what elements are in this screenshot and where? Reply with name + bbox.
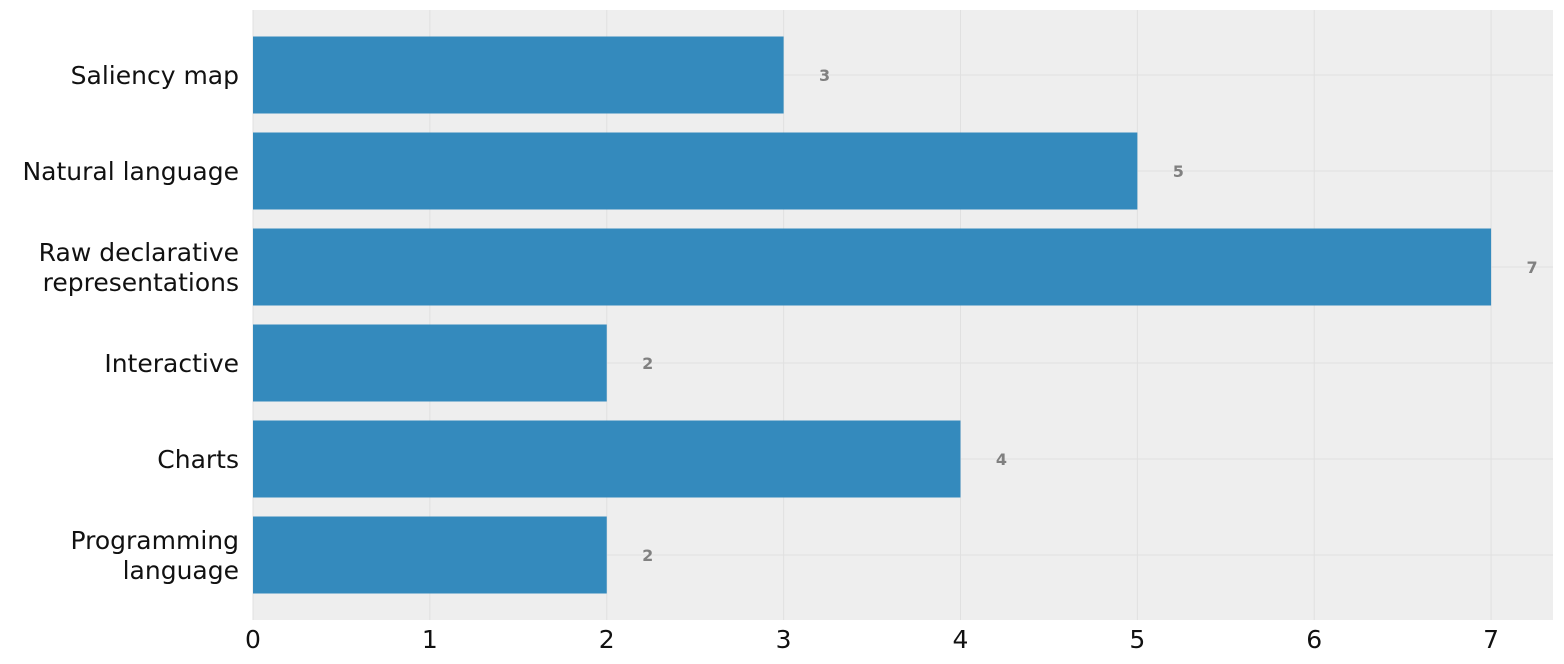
category-label-line: Raw declarative xyxy=(39,238,239,267)
category-label-line: Saliency map xyxy=(71,61,239,90)
category-label-line: language xyxy=(123,556,239,585)
bar xyxy=(253,420,961,498)
category-label-line: Charts xyxy=(157,445,239,474)
category-label-line: Programming xyxy=(71,526,240,555)
category-labels: Saliency map Natural language Raw declarat… xyxy=(22,61,239,585)
bars xyxy=(253,36,1492,594)
category-label: Saliency map xyxy=(71,61,239,90)
x-tick-label: 3 xyxy=(776,625,792,654)
category-label-line: Interactive xyxy=(104,349,239,378)
category-label-line: Natural language xyxy=(22,157,239,186)
category-label: Programming language xyxy=(71,526,240,585)
data-label: 7 xyxy=(1527,258,1538,277)
bar xyxy=(253,516,607,594)
bar xyxy=(253,132,1138,210)
bar xyxy=(253,36,784,114)
data-label: 2 xyxy=(642,546,653,565)
category-label-line: representations xyxy=(43,268,239,297)
data-label: 4 xyxy=(996,450,1007,469)
category-label: Interactive xyxy=(104,349,239,378)
bar xyxy=(253,228,1492,306)
data-label: 2 xyxy=(642,354,653,373)
bar xyxy=(253,324,607,402)
x-tick-label: 6 xyxy=(1306,625,1322,654)
category-label: Charts xyxy=(157,445,239,474)
x-tick-labels: 0 1 2 3 4 5 6 7 xyxy=(245,625,1499,654)
x-tick-label: 2 xyxy=(599,625,615,654)
category-label: Natural language xyxy=(22,157,239,186)
data-label: 5 xyxy=(1173,162,1184,181)
x-tick-label: 1 xyxy=(422,625,438,654)
category-label: Raw declarative representations xyxy=(39,238,239,297)
x-tick-label: 0 xyxy=(245,625,261,654)
x-tick-label: 7 xyxy=(1483,625,1499,654)
x-tick-label: 5 xyxy=(1129,625,1145,654)
x-tick-label: 4 xyxy=(953,625,969,654)
data-labels: 3 5 7 2 4 2 xyxy=(642,66,1537,565)
data-label: 3 xyxy=(819,66,830,85)
